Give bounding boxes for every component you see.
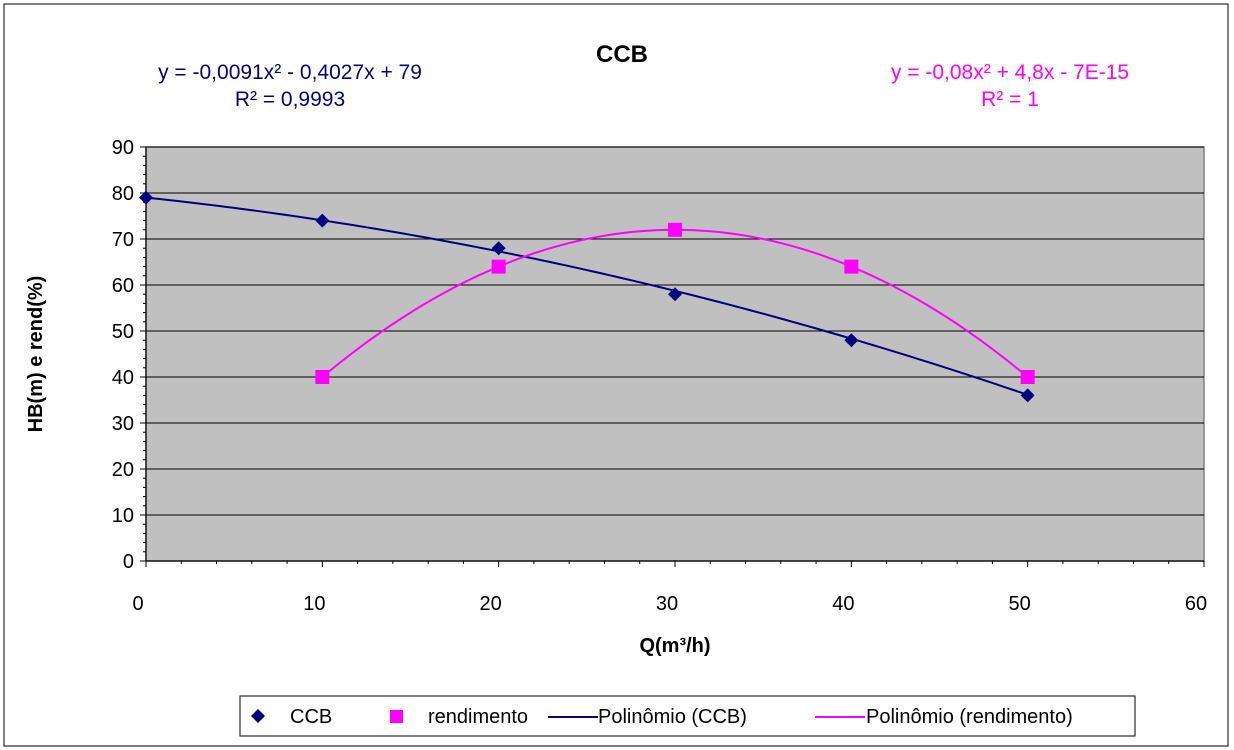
x-tick-label-40: 40: [832, 593, 854, 615]
legend-label-rendimento: rendimento: [428, 706, 528, 728]
y-tick-label-10: 10: [112, 505, 134, 527]
y-tick-label-40: 40: [112, 367, 134, 389]
x-tick-label-10: 10: [303, 593, 325, 615]
point-0-1: [315, 213, 330, 228]
y-tick-label-90: 90: [112, 137, 134, 159]
legend-label-ccb: CCB: [290, 706, 332, 728]
trendline-0: [145, 196, 1028, 396]
legend-marker-ccb: [251, 709, 265, 723]
trendline-r2-rendimento: R² = 1: [981, 88, 1039, 111]
y-tick-label-0: 0: [123, 551, 134, 573]
trendline-r2-ccb: R² = 0,9993: [235, 88, 345, 111]
x-tick-label-20: 20: [480, 593, 502, 615]
tick-layer: 0 10 20 30 40 50 60 70 80 90 0 10 20 30 40 50 60: [112, 137, 1207, 615]
point-1-4: [1020, 370, 1035, 384]
point-1-3: [844, 259, 859, 274]
x-tick-label-50: 50: [1009, 593, 1031, 615]
y-tick-label-30: 30: [112, 413, 134, 435]
point-0-5: [1020, 388, 1035, 403]
marker-layer: [139, 190, 1035, 403]
trendline-equation-ccb: y = -0,0091x² - 0,4027x + 79: [158, 61, 422, 84]
x-tick-label-30: 30: [656, 593, 678, 615]
legend-label-polinomio-rendimento: Polinômio (rendimento): [866, 706, 1073, 728]
point-1-2: [668, 222, 682, 237]
y-tick-label-50: 50: [112, 321, 134, 343]
point-0-3: [668, 287, 682, 302]
y-tick-label-60: 60: [112, 275, 134, 297]
y-tick-label-80: 80: [112, 183, 134, 205]
y-axis-title: HB(m) e rend(%): [25, 276, 47, 433]
y-tick-label-70: 70: [112, 229, 134, 251]
legend-box: [239, 695, 1136, 737]
legend-label-polinomio-ccb: Polinômio (CCB): [598, 706, 747, 728]
chart-title: CCB: [596, 41, 648, 68]
legend-marker-rendimento: [390, 710, 403, 723]
grid-layer: [146, 146, 1204, 516]
x-axis-title: Q(m³/h): [639, 635, 710, 657]
legend: CCB rendimento Polinômio (CCB) Polinômio…: [239, 695, 1136, 737]
point-1-0: [315, 370, 330, 384]
point-0-0: [139, 190, 153, 205]
point-0-4: [844, 333, 859, 348]
point-0-2: [491, 241, 506, 256]
x-tick-label-0: 0: [132, 593, 143, 615]
y-tick-label-20: 20: [112, 459, 134, 481]
trendline-equation-rendimento: y = -0,08x² + 4,8x - 7E-15: [891, 61, 1129, 84]
point-1-1: [491, 259, 506, 274]
plot-area: [145, 146, 1205, 562]
x-tick-label-60: 60: [1185, 593, 1207, 615]
